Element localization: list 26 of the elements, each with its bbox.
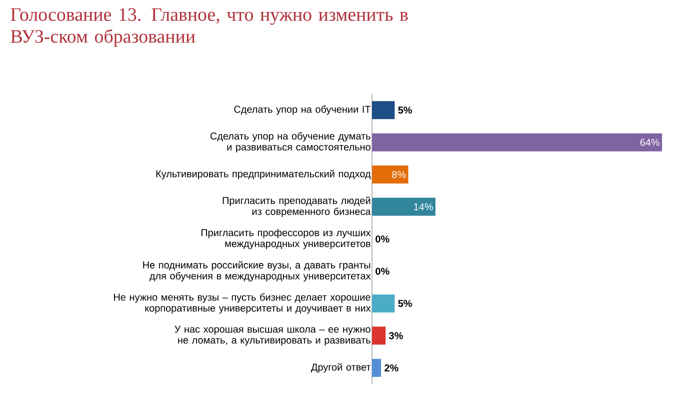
bar — [372, 166, 408, 184]
y-tick-label: У нас хорошая высшая школа – ее нужно не ломать, а культивировать и развивать — [174, 326, 370, 346]
text: Голосование 13. Главное, что нужно изменить в ВУЗ-ском образовании — [10, 8, 408, 47]
y-tick-label: Сделать упор на обучение думать и развиваться самостоятельно — [210, 132, 370, 152]
bar — [372, 294, 395, 312]
data-label: 2% — [384, 364, 398, 372]
y-tick-label: Культивировать предпринимательский подход — [156, 170, 371, 180]
data-label: 8% — [392, 171, 406, 178]
bar — [372, 101, 395, 120]
y-tick-label: Не нужно менять вузы – пусть бизнес делает хорошие корпоративные университеты и доучивает в них — [114, 293, 371, 314]
bar — [372, 358, 382, 377]
y-tick-label: Пригласить профессоров из лучших международных университетов — [201, 228, 371, 250]
data-label: 14% — [414, 203, 433, 210]
data-label: 3% — [389, 332, 403, 340]
data-label: 5% — [398, 300, 412, 307]
y-tick-label: Сделать упор на обучении IT — [234, 105, 371, 115]
bar — [372, 198, 436, 216]
y-tick-label: Пригласить преподавать людей из современного бизнеса — [222, 196, 371, 217]
data-label: 64% — [640, 138, 660, 146]
y-tick-label: Другой ответ — [311, 363, 371, 373]
bar — [372, 133, 662, 152]
data-label: 0% — [376, 235, 390, 243]
y-tick-label: Не поднимать российские вузы, а давать гранты для обучения в международных университетах — [143, 261, 371, 282]
bar — [372, 326, 386, 345]
data-label: 0% — [376, 268, 390, 275]
data-label: 5% — [398, 106, 412, 114]
